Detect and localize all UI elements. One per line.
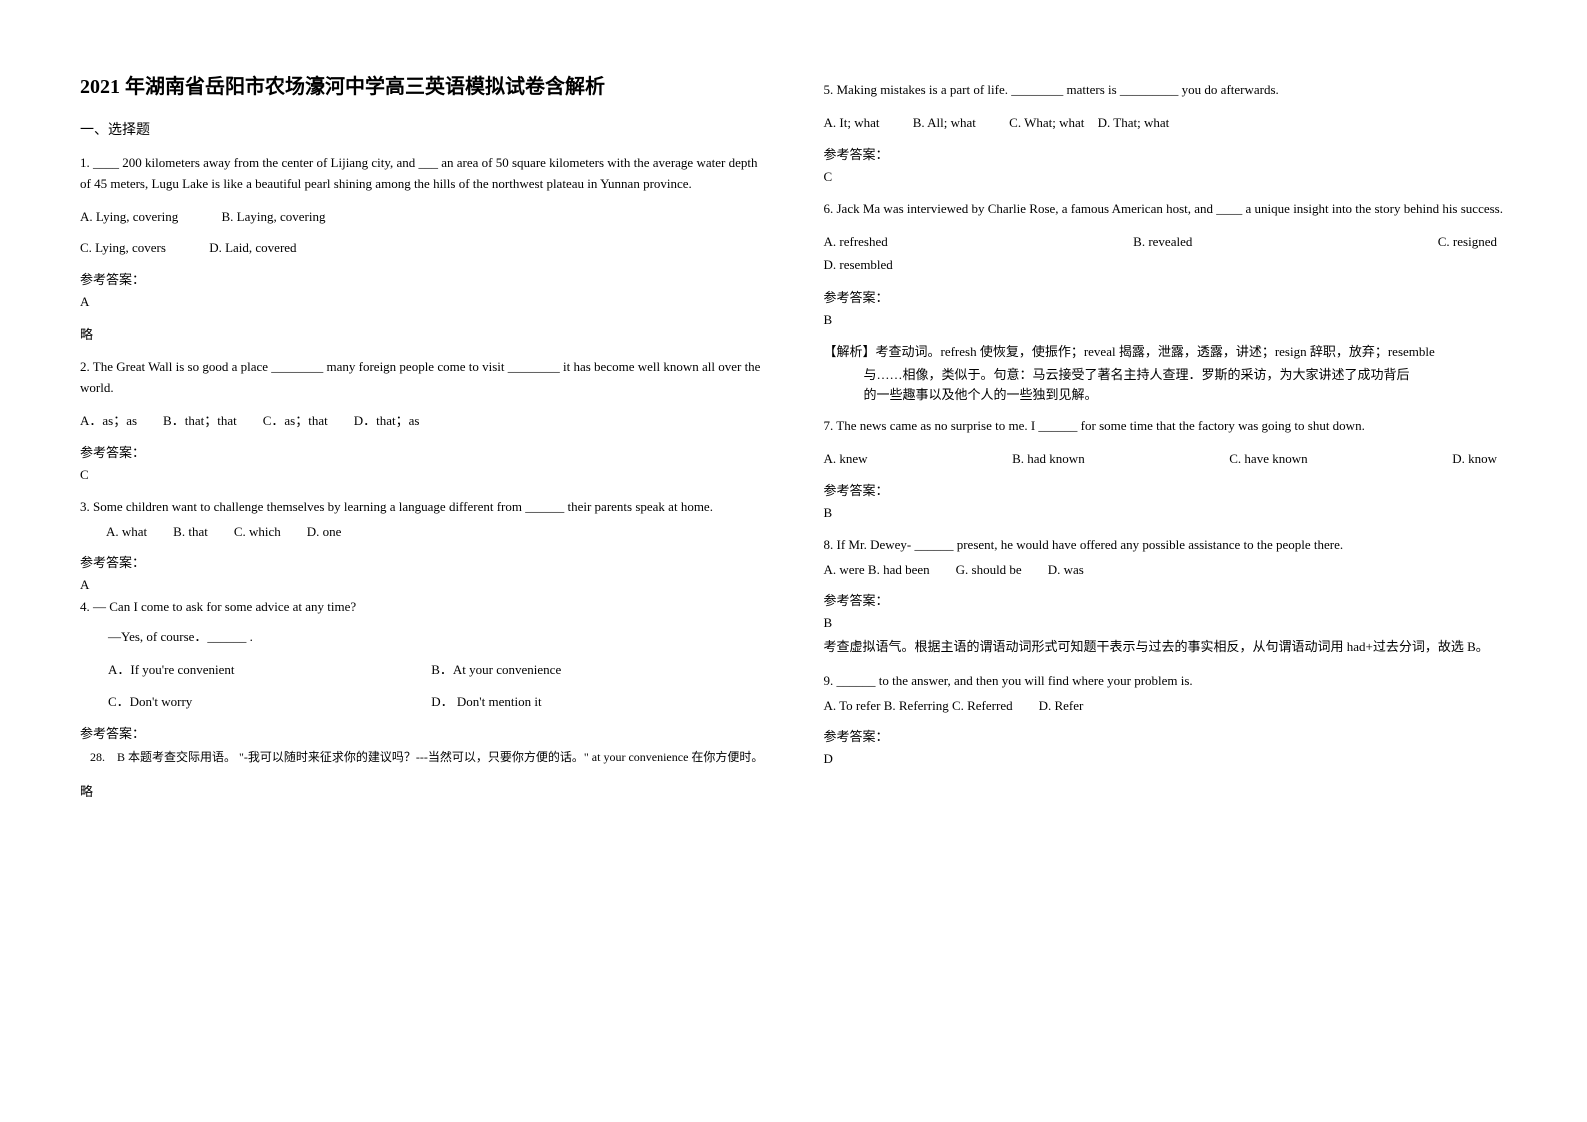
q4-ans-label: 参考答案： [80, 723, 764, 742]
q1-opt-b: B. Laying, covering [221, 205, 325, 228]
q5-opt-c: C. What; what [1009, 111, 1084, 134]
q6-ans-label: 参考答案： [824, 287, 1508, 306]
q9-ans: D [824, 751, 1508, 767]
q1-options-row1: A. Lying, covering B. Laying, covering [80, 205, 764, 228]
q4-opt-d: D． Don't mention it [431, 690, 541, 713]
q6-explain3: 的一些趣事以及他个人的一些独到见解。 [824, 385, 1508, 406]
q1-extra: 略 [80, 324, 764, 343]
q1-opt-d: D. Laid, covered [209, 236, 296, 259]
q5-text: 5. Making mistakes is a part of life. __… [824, 80, 1508, 101]
q9-options: A. To refer B. Referring C. Referred D. … [824, 694, 1508, 717]
q9-ans-label: 参考答案： [824, 726, 1508, 745]
q3-text: 3. Some children want to challenge thems… [80, 497, 764, 518]
q4-line2: —Yes, of course．______ . [80, 627, 764, 648]
right-column: 5. Making mistakes is a part of life. __… [794, 70, 1538, 1082]
q7-text: 7. The news came as no surprise to me. I… [824, 416, 1508, 437]
q1-text: 1. ____ 200 kilometers away from the cen… [80, 153, 764, 195]
q7-opt-c: C. have known [1229, 447, 1307, 470]
q4-text: 4. — Can I come to ask for some advice a… [80, 597, 764, 618]
q6-opt-d: D. resembled [824, 253, 1498, 276]
q1-opt-c: C. Lying, covers [80, 236, 166, 259]
q2-options: A．as；as B．that；that C．as；that D．that；as [80, 409, 764, 432]
page-title: 2021 年湖南省岳阳市农场濠河中学高三英语模拟试卷含解析 [80, 70, 764, 99]
q8-ans: B [824, 615, 1508, 631]
q6-opt-c: C. resigned [1438, 230, 1497, 253]
q1-ans: A [80, 294, 764, 310]
q6-text: 6. Jack Ma was interviewed by Charlie Ro… [824, 199, 1508, 220]
q3-ans-label: 参考答案： [80, 552, 764, 571]
q9-text: 9. ______ to the answer, and then you wi… [824, 671, 1508, 692]
q4-options-row1: A．If you're convenient B．At your conveni… [80, 658, 764, 681]
left-column: 2021 年湖南省岳阳市农场濠河中学高三英语模拟试卷含解析 一、选择题 1. _… [50, 70, 794, 1082]
q8-options: A. were B. had been G. should be D. was [824, 558, 1508, 581]
q7-options: A. knew B. had known C. have known D. kn… [824, 447, 1508, 470]
q3-options: A. what B. that C. which D. one [80, 520, 764, 543]
q5-ans-label: 参考答案： [824, 144, 1508, 163]
q8-ans-label: 参考答案： [824, 590, 1508, 609]
q1-options-row2: C. Lying, covers D. Laid, covered [80, 236, 764, 259]
q7-opt-b: B. had known [1012, 447, 1085, 470]
q1-ans-label: 参考答案： [80, 269, 764, 288]
q5-opt-d: D. That; what [1098, 111, 1170, 134]
q4-opt-c: C．Don't worry [108, 690, 388, 713]
q6-options: A. refreshed B. revealed C. resigned D. … [824, 230, 1508, 277]
q5-opt-a: A. It; what [824, 111, 880, 134]
q2-ans-label: 参考答案： [80, 442, 764, 461]
q8-explain: 考查虚拟语气。根据主语的谓语动词形式可知题干表示与过去的事实相反，从句谓语动词用… [824, 637, 1508, 658]
q4-options-row2: C．Don't worry D． Don't mention it [80, 690, 764, 713]
q7-opt-a: A. knew [824, 447, 868, 470]
q6-ans: B [824, 312, 1508, 328]
q6-opt-b: B. revealed [1133, 230, 1192, 253]
q7-opt-d: D. know [1452, 447, 1497, 470]
q2-text: 2. The Great Wall is so good a place ___… [80, 357, 764, 399]
q6-opt-a: A. refreshed [824, 230, 888, 253]
q6-explain2: 与……相像，类似于。句意：马云接受了著名主持人查理．罗斯的采访，为大家讲述了成功… [824, 365, 1508, 386]
q5-opt-b: B. All; what [913, 111, 976, 134]
q8-text: 8. If Mr. Dewey- ______ present, he woul… [824, 535, 1508, 556]
q2-ans: C [80, 467, 764, 483]
q4-note: 28. B 本题考查交际用语。 "-我可以随时来征求你的建议吗？---当然可以，… [80, 748, 764, 767]
q7-ans-label: 参考答案： [824, 480, 1508, 499]
q6-explain1: 【解析】考查动词。refresh 使恢复，使振作；reveal 揭露，泄露，透露… [824, 342, 1508, 363]
q5-options: A. It; what B. All; what C. What; what D… [824, 111, 1508, 134]
q5-ans: C [824, 169, 1508, 185]
q4-opt-a: A．If you're convenient [108, 658, 388, 681]
q1-opt-a: A. Lying, covering [80, 205, 178, 228]
q4-opt-b: B．At your convenience [431, 658, 561, 681]
q3-ans: A [80, 577, 764, 593]
q4-extra: 略 [80, 781, 764, 800]
section-heading: 一、选择题 [80, 119, 764, 139]
q7-ans: B [824, 505, 1508, 521]
